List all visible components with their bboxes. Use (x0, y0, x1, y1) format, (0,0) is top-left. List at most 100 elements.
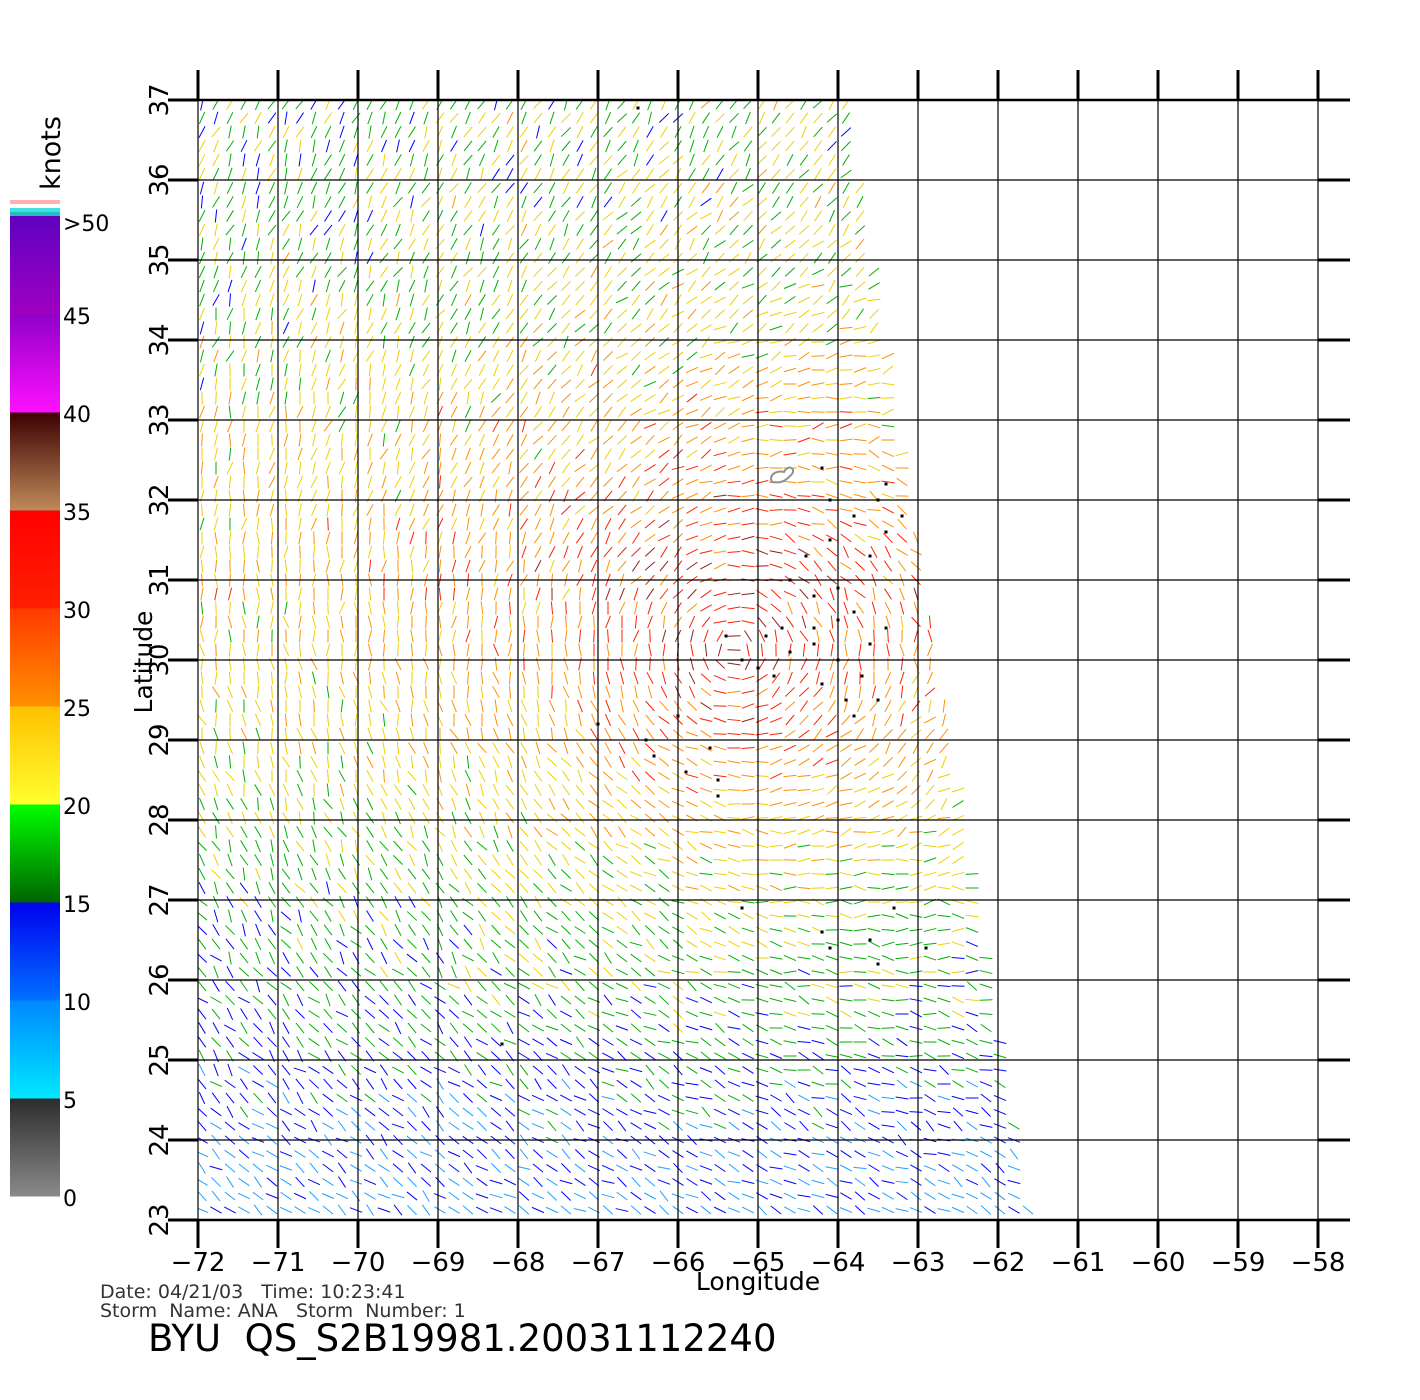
wind-vector (465, 797, 471, 811)
wind-vector (239, 112, 249, 124)
wind-vector (937, 997, 951, 1003)
wind-vector (269, 853, 275, 867)
wind-vector (699, 955, 713, 961)
wind-vector (506, 434, 514, 446)
wind-vector (867, 998, 881, 1002)
wind-vector (312, 797, 316, 811)
wind-vector (280, 926, 292, 934)
wind-vector (825, 466, 839, 470)
wind-vector (758, 111, 766, 125)
wind-vector (463, 994, 473, 1006)
wind-vector (364, 1192, 376, 1200)
wind-vector (576, 434, 584, 446)
wind-vector (661, 629, 667, 643)
wind-vector (480, 503, 484, 517)
wind-vector (898, 700, 906, 712)
wind-vector (420, 1080, 432, 1088)
wind-vector (395, 447, 401, 461)
wind-vector (256, 195, 260, 209)
wind-vector (630, 855, 642, 865)
wind-vector (420, 995, 432, 1005)
wind-vector (617, 420, 627, 432)
wind-vector (198, 1120, 207, 1132)
wind-vector (421, 350, 431, 362)
wind-vector (785, 126, 795, 138)
wind-vector (601, 1164, 615, 1172)
wind-vector (872, 713, 876, 727)
wind-vector (811, 955, 825, 961)
wind-vector (867, 367, 881, 373)
wind-vector (227, 615, 233, 629)
wind-vector (268, 406, 276, 418)
wind-vector (340, 839, 344, 853)
wind-vector (910, 1164, 922, 1172)
wind-vector (897, 1121, 907, 1131)
wind-vector (406, 841, 418, 851)
wind-vector (562, 210, 570, 222)
wind-vector (783, 829, 797, 835)
wind-vector (422, 783, 430, 797)
wind-vector (534, 154, 542, 166)
wind-vector (382, 111, 386, 125)
wind-vector (826, 309, 838, 319)
wind-vector (255, 237, 261, 251)
wind-vector (422, 294, 430, 306)
flagged-point (828, 946, 832, 950)
wind-vector (382, 531, 386, 545)
wind-vector (563, 727, 569, 741)
wind-vector (229, 727, 231, 741)
wind-vector (727, 971, 741, 973)
wind-vector (769, 494, 783, 498)
wind-vector (380, 223, 388, 237)
wind-vector (658, 379, 670, 389)
wind-vector (504, 869, 516, 879)
wind-vector (605, 685, 611, 699)
wind-vector (211, 1177, 221, 1187)
wind-vector (242, 769, 246, 783)
wind-vector (463, 154, 473, 166)
wind-vector (451, 825, 457, 839)
wind-vector (367, 461, 373, 475)
wind-vector (437, 419, 443, 433)
wind-vector (407, 882, 417, 894)
wind-vector (994, 1178, 1006, 1186)
wind-vector (813, 588, 823, 600)
wind-vector (394, 154, 402, 166)
wind-vector (783, 1025, 797, 1031)
wind-vector (909, 1066, 923, 1074)
wind-vector (783, 311, 797, 317)
wind-vector (353, 279, 359, 293)
wind-vector (438, 461, 442, 475)
wind-vector (393, 840, 403, 852)
wind-vector (281, 756, 291, 768)
wind-vector (643, 409, 657, 415)
wind-vector (700, 435, 712, 445)
wind-vector (853, 522, 867, 526)
wind-vector (686, 1178, 698, 1186)
wind-vector (853, 956, 867, 960)
wind-vector (213, 881, 219, 895)
wind-vector (798, 548, 810, 556)
flagged-point (740, 906, 744, 910)
wind-vector (200, 237, 204, 251)
wind-vector (660, 685, 668, 699)
wind-vector (479, 405, 485, 419)
wind-vector (633, 153, 639, 167)
wind-vector (477, 910, 487, 922)
wind-vector (310, 1092, 318, 1104)
wind-vector (727, 550, 741, 554)
wind-vector (769, 829, 783, 835)
wind-vector (310, 448, 318, 460)
wind-vector (489, 1179, 503, 1185)
wind-vector (327, 475, 329, 489)
wind-vector (714, 562, 726, 570)
wind-vector (397, 545, 399, 559)
wind-vector (645, 280, 655, 292)
wind-vector (633, 139, 639, 153)
wind-vector (728, 1192, 740, 1200)
wind-vector (728, 1010, 740, 1018)
wind-vector (213, 629, 219, 643)
wind-vector (839, 998, 853, 1002)
wind-vector (462, 1149, 474, 1159)
wind-vector (490, 911, 502, 921)
